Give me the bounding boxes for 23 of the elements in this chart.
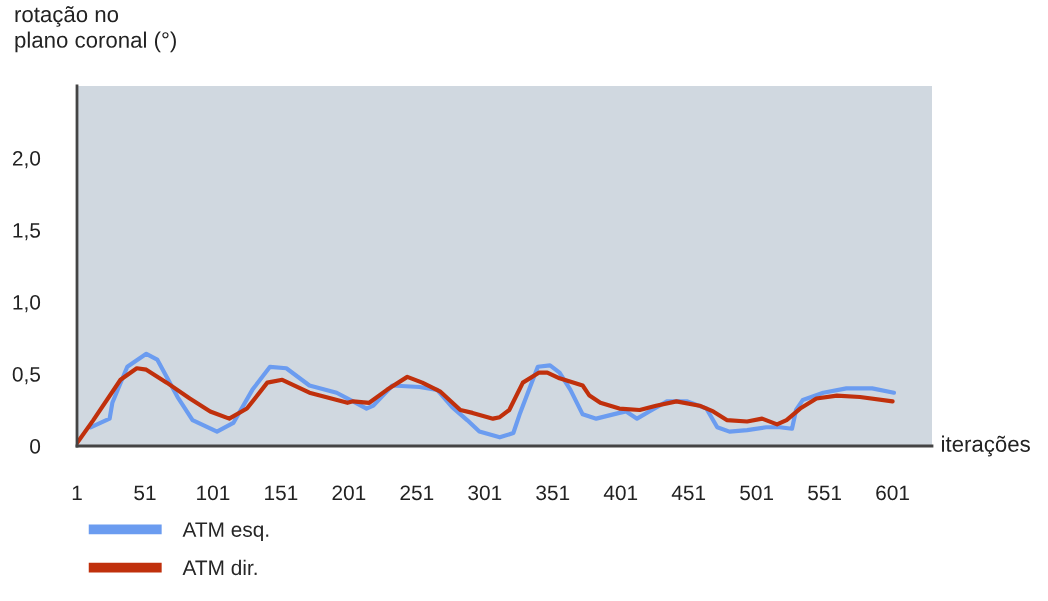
y-tick-label: 1,0 <box>13 295 41 313</box>
x-tick-label: 551 <box>808 485 841 501</box>
y-tick-label: 0 <box>30 439 41 454</box>
x-tick-label: 451 <box>671 485 706 501</box>
x-tick-label: 201 <box>332 485 366 501</box>
x-tick-label: 51 <box>134 485 156 501</box>
line-series <box>77 366 895 446</box>
y-tick-label: 0,5 <box>12 367 41 385</box>
y-axis-title: rotação no plano coronal (°) <box>15 6 176 53</box>
x-tick-label: 101 <box>197 485 230 501</box>
x-tick-label: 251 <box>400 485 434 501</box>
y-tick-label: 1,5 <box>13 223 41 241</box>
x-tick-label: 601 <box>876 485 909 501</box>
x-axis-title: iterações <box>942 435 1030 457</box>
x-tick-label: 501 <box>740 485 774 501</box>
x-tick-label: 151 <box>265 485 298 501</box>
legend-label: ATM dir. <box>182 559 257 576</box>
legend-label: ATM esq. <box>182 522 269 542</box>
x-tick-label: 401 <box>603 485 638 501</box>
y-tick-label: 2,0 <box>12 151 41 169</box>
x-tick-label: 351 <box>536 485 570 501</box>
x-tick-label: 1 <box>72 485 82 500</box>
x-tick-label: 301 <box>468 485 502 501</box>
